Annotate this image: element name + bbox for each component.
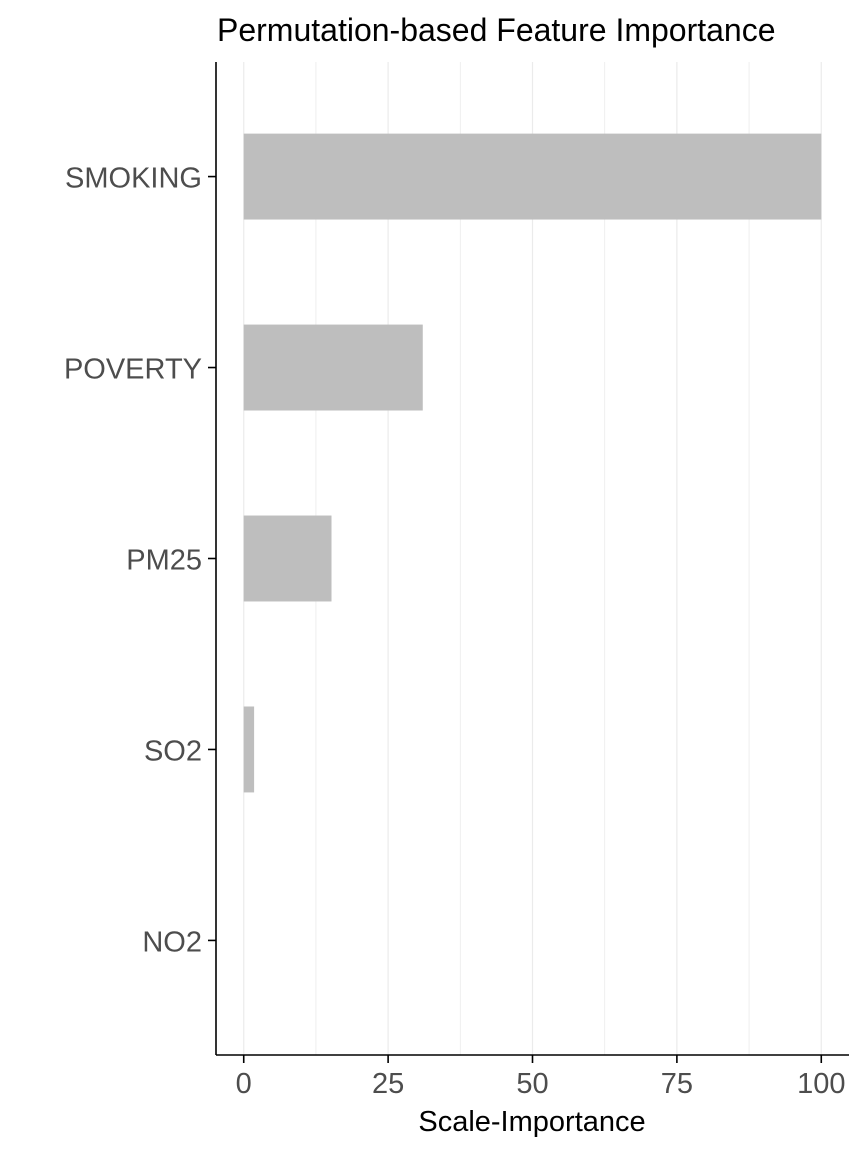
bar-pm25 <box>243 515 332 602</box>
y-tick-label-so2: SO2 <box>144 735 202 767</box>
x-tick-label: 50 <box>516 1068 548 1100</box>
x-tick-label: 100 <box>797 1068 845 1100</box>
bar-poverty <box>243 324 423 411</box>
y-tick-label-no2: NO2 <box>142 926 202 958</box>
x-axis-title: Scale-Importance <box>418 1106 645 1138</box>
y-tick-label-smoking: SMOKING <box>65 163 202 195</box>
y-tick-label-poverty: POVERTY <box>64 354 202 386</box>
bars <box>243 133 822 793</box>
x-tick-label: 75 <box>661 1068 693 1100</box>
chart-title: Permutation-based Feature Importance <box>217 12 776 48</box>
bar-so2 <box>243 706 255 793</box>
y-tick-label-pm25: PM25 <box>126 545 202 577</box>
x-tick-label: 0 <box>236 1068 252 1100</box>
y-axis-ticks: SMOKING POVERTY PM25 SO2 NO2 <box>64 163 216 958</box>
x-axis-ticks: 0 25 50 75 100 <box>236 1055 845 1100</box>
bar-smoking <box>243 133 822 220</box>
x-tick-label: 25 <box>372 1068 404 1100</box>
